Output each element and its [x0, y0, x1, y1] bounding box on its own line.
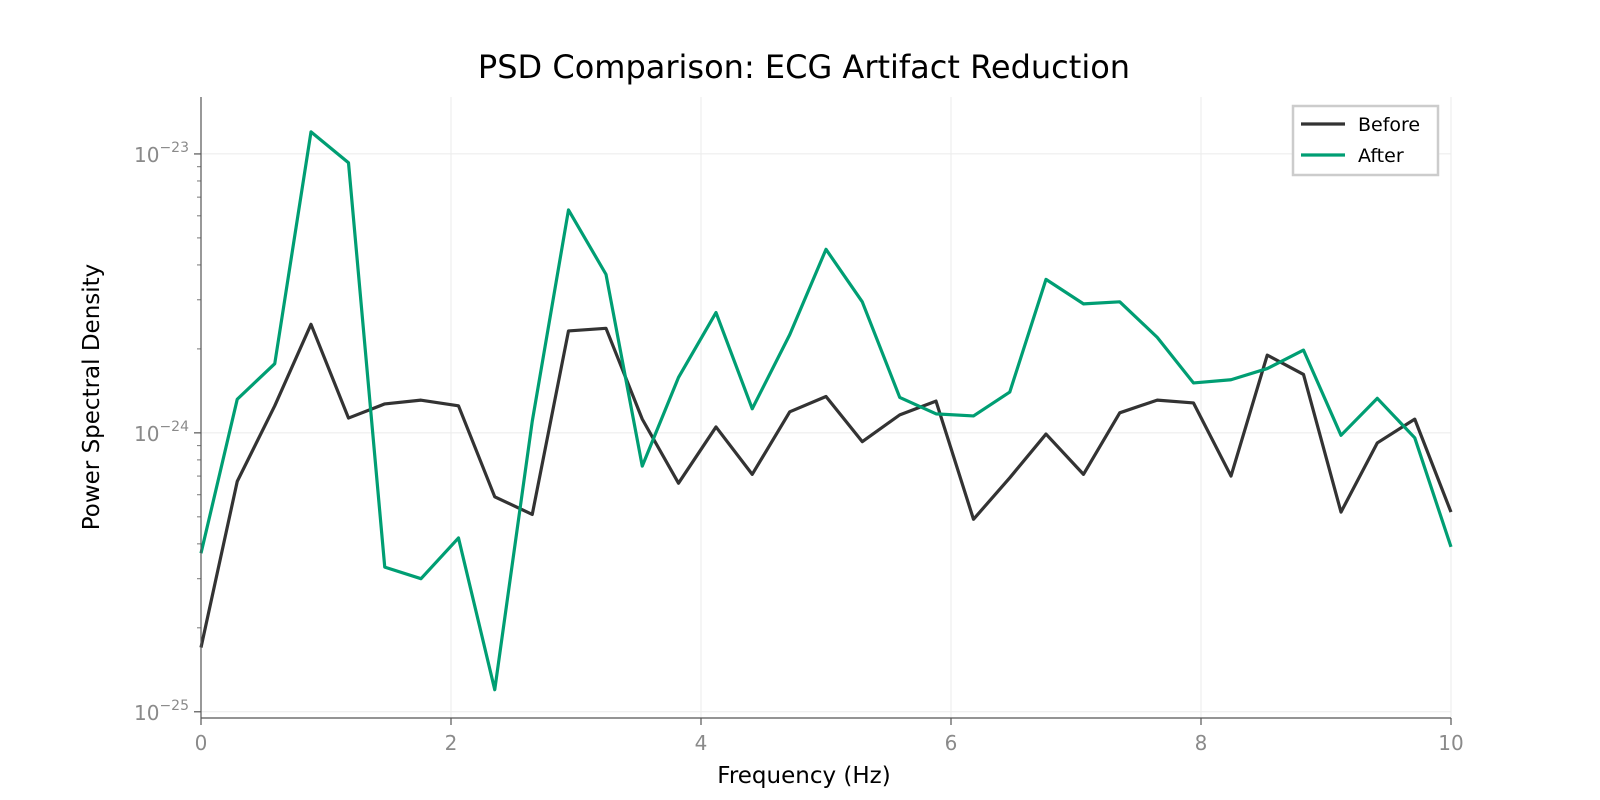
legend-label: Before — [1358, 114, 1420, 136]
x-axis-label: Frequency (Hz) — [717, 763, 890, 789]
x-tick-label: 6 — [945, 731, 958, 755]
series-layer — [199, 130, 1453, 692]
legend-label: After — [1358, 145, 1404, 167]
legend: Before After — [1291, 104, 1440, 177]
x-tick-label: 4 — [695, 731, 708, 755]
tick-labels: 0 2 4 6 8 10 10−25 10−24 10−23 — [134, 140, 1464, 755]
chart-title: PSD Comparison: ECG Artifact Reduction — [478, 48, 1130, 86]
x-tick-label: 0 — [195, 731, 208, 755]
y-tick-label: 10−24 — [134, 419, 189, 446]
y-axis-label: Power Spectral Density — [79, 264, 105, 531]
series-line-before — [199, 322, 1453, 648]
axes — [194, 97, 1452, 725]
x-tick-label: 2 — [445, 731, 458, 755]
y-tick-label: 10−25 — [134, 698, 189, 725]
y-tick-label: 10−23 — [134, 140, 189, 167]
x-tick-label: 10 — [1438, 731, 1463, 755]
legend-box — [1291, 104, 1440, 177]
series-line-after — [199, 130, 1453, 692]
grid-lines — [200, 97, 1452, 718]
x-tick-label: 8 — [1195, 731, 1208, 755]
